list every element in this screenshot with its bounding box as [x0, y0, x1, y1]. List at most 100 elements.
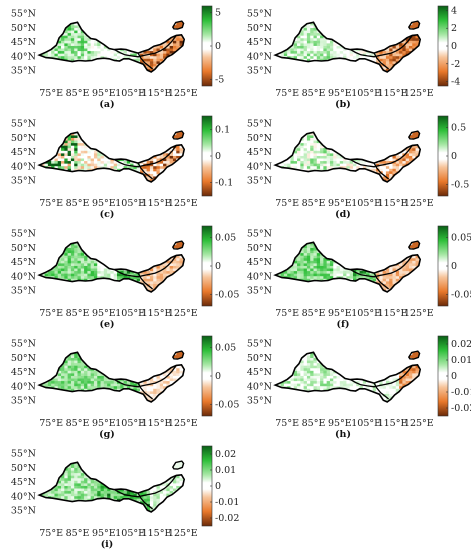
grid-cell — [149, 63, 154, 67]
grid-cell — [133, 163, 138, 167]
grid-cell — [310, 58, 314, 62]
lon-tick-label: 85°E — [66, 418, 90, 429]
grid-cell — [80, 270, 85, 274]
grid-cell — [67, 145, 72, 149]
grid-cell — [297, 53, 301, 57]
grid-cell — [64, 163, 68, 167]
grid-cell — [310, 375, 314, 379]
grid-cell — [389, 160, 393, 164]
grid-cell — [405, 153, 410, 156]
grid-cell — [313, 142, 318, 146]
grid-cell — [306, 58, 311, 62]
grid-cell — [326, 165, 331, 169]
grid-cell — [117, 383, 121, 387]
grid-cell — [93, 270, 98, 274]
grid-cell — [61, 373, 65, 376]
grid-cell — [326, 275, 331, 279]
grid-cell — [149, 55, 154, 59]
grid-cell — [47, 160, 52, 164]
grid-cell — [100, 385, 105, 389]
grid-cell — [153, 488, 157, 492]
grid-cell — [84, 158, 88, 162]
grid-cell — [405, 48, 410, 52]
grid-cell — [80, 160, 85, 164]
grid-cell — [310, 50, 314, 54]
grid-cell — [87, 477, 91, 481]
grid-cell — [100, 263, 105, 266]
grid-cell — [67, 40, 72, 44]
grid-cell — [323, 55, 327, 59]
grid-cell — [349, 383, 354, 387]
grid-cell — [300, 160, 304, 164]
grid-cell — [74, 360, 78, 364]
grid-cell — [336, 45, 341, 49]
grid-cell — [57, 53, 62, 57]
grid-cell — [306, 383, 311, 387]
grid-cell — [153, 275, 157, 279]
grid-cell — [392, 268, 397, 272]
grid-cell — [395, 155, 400, 159]
lat-tick-label: 55°N — [247, 119, 272, 130]
grid-cell — [333, 155, 337, 159]
grid-cell — [176, 40, 180, 44]
grid-cell — [412, 45, 416, 49]
grid-cell — [80, 498, 85, 502]
grid-cell — [149, 503, 154, 507]
grid-cell — [153, 278, 157, 282]
grid-cell — [326, 370, 331, 374]
grid-cell — [133, 385, 138, 389]
grid-cell — [100, 375, 105, 379]
grid-cell — [61, 365, 65, 369]
grid-cell — [97, 488, 101, 492]
grid-cell — [172, 147, 177, 151]
grid-cell — [156, 275, 161, 279]
grid-cell — [100, 265, 105, 269]
grid-cell — [316, 58, 321, 62]
grid-cell — [316, 55, 321, 59]
grid-cell — [74, 375, 78, 379]
grid-cell — [74, 150, 78, 154]
grid-cell — [316, 53, 321, 57]
grid-cell — [74, 270, 78, 274]
grid-cell — [329, 48, 334, 52]
grid-cell — [107, 160, 111, 164]
grid-cell — [376, 55, 380, 59]
grid-cell — [369, 278, 374, 282]
grid-cell — [57, 50, 62, 54]
grid-cell — [156, 45, 161, 49]
grid-cell — [179, 263, 184, 266]
grid-cell — [93, 480, 98, 484]
lon-tick-label: 75°E — [39, 418, 63, 429]
grid-cell — [339, 163, 344, 167]
grid-cell — [306, 140, 311, 144]
grid-cell — [153, 163, 157, 167]
grid-cell — [64, 40, 68, 44]
grid-cell — [333, 265, 337, 269]
grid-cell — [74, 50, 78, 54]
grid-cell — [316, 160, 321, 164]
grid-cell — [310, 380, 314, 384]
lon-tick-label: 85°E — [66, 308, 90, 319]
grid-cell — [356, 163, 360, 167]
grid-cell — [320, 270, 324, 274]
grid-cell — [51, 163, 55, 167]
grid-cell — [74, 160, 78, 164]
grid-cell — [310, 360, 314, 364]
grid-cell — [329, 55, 334, 59]
grid-cell — [80, 45, 85, 49]
region-divider — [350, 255, 413, 278]
grid-cell — [103, 493, 108, 497]
grid-cell — [303, 273, 308, 277]
grid-cell — [280, 53, 285, 57]
grid-cell — [366, 275, 370, 279]
grid-cell — [41, 163, 45, 167]
grid-cell — [399, 385, 403, 389]
grid-cell — [117, 275, 121, 279]
grid-cell — [346, 165, 351, 169]
grid-cell — [140, 275, 144, 279]
island-outline — [171, 130, 185, 140]
grid-cell — [415, 135, 420, 138]
grid-cell — [100, 50, 105, 54]
grid-cell — [90, 43, 95, 46]
grid-cell — [156, 163, 161, 167]
